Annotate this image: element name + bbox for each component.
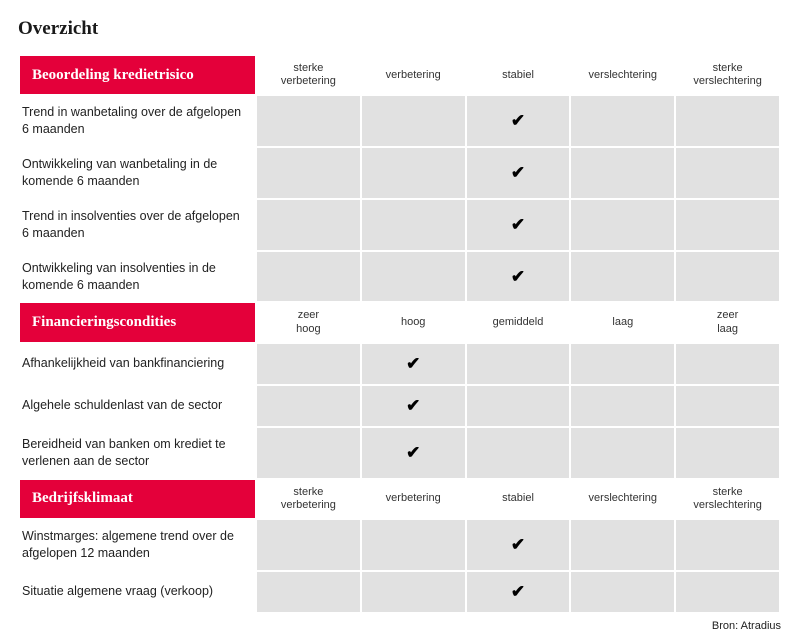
value-cell [362, 572, 465, 612]
column-header: hoog [362, 303, 465, 341]
value-cell [257, 96, 360, 146]
page-title: Overzicht [18, 18, 781, 40]
table-row: Winstmarges: algemene trend over de afge… [20, 520, 779, 570]
value-cell [571, 520, 674, 570]
row-label: Ontwikkeling van wanbetaling in de komen… [20, 148, 255, 198]
value-cell: ✔ [362, 344, 465, 384]
value-cell: ✔ [467, 96, 570, 146]
column-header: stabiel [467, 56, 570, 94]
value-cell [467, 386, 570, 426]
value-cell [257, 252, 360, 302]
value-cell [676, 344, 779, 384]
column-header: zeerlaag [676, 303, 779, 341]
row-label: Algehele schuldenlast van de sector [20, 386, 255, 426]
table-row: Afhankelijkheid van bankfinanciering ✔ [20, 344, 779, 384]
column-header: verslechtering [571, 56, 674, 94]
column-header: sterkeverbetering [257, 56, 360, 94]
value-cell [676, 386, 779, 426]
value-cell [362, 200, 465, 250]
value-cell [362, 520, 465, 570]
table-row: Ontwikkeling van insolventies in de kome… [20, 252, 779, 302]
value-cell: ✔ [467, 200, 570, 250]
column-header: sterkeverslechtering [676, 480, 779, 518]
column-header: stabiel [467, 480, 570, 518]
value-cell [676, 96, 779, 146]
column-header: verbetering [362, 56, 465, 94]
column-header: laag [571, 303, 674, 341]
value-cell [362, 252, 465, 302]
section-header: Beoordeling kredietrisico [20, 56, 255, 94]
section-header: Financieringscondities [20, 303, 255, 341]
value-cell [676, 428, 779, 478]
value-cell [467, 428, 570, 478]
value-cell: ✔ [467, 252, 570, 302]
value-cell [571, 96, 674, 146]
value-cell [676, 148, 779, 198]
value-cell: ✔ [467, 520, 570, 570]
column-header: sterkeverslechtering [676, 56, 779, 94]
table-row: Trend in wanbetaling over de afgelopen 6… [20, 96, 779, 146]
value-cell [571, 148, 674, 198]
value-cell [362, 96, 465, 146]
column-header: gemiddeld [467, 303, 570, 341]
value-cell: ✔ [362, 386, 465, 426]
row-label: Trend in wanbetaling over de afgelopen 6… [20, 96, 255, 146]
value-cell [257, 200, 360, 250]
value-cell [257, 344, 360, 384]
value-cell [257, 148, 360, 198]
table-row: Trend in insolventies over de afgelopen … [20, 200, 779, 250]
section-header: Bedrijfsklimaat [20, 480, 255, 518]
value-cell [571, 252, 674, 302]
source-attribution: Bron: Atradius [18, 620, 781, 632]
value-cell [362, 148, 465, 198]
value-cell [571, 386, 674, 426]
value-cell [676, 520, 779, 570]
row-label: Bereidheid van banken om krediet te verl… [20, 428, 255, 478]
value-cell [257, 572, 360, 612]
value-cell: ✔ [467, 572, 570, 612]
table-row: Algehele schuldenlast van de sector ✔ [20, 386, 779, 426]
row-label: Situatie algemene vraag (verkoop) [20, 572, 255, 612]
value-cell [257, 386, 360, 426]
column-header: verbetering [362, 480, 465, 518]
value-cell [676, 252, 779, 302]
value-cell [571, 344, 674, 384]
row-label: Trend in insolventies over de afgelopen … [20, 200, 255, 250]
value-cell [571, 200, 674, 250]
value-cell: ✔ [467, 148, 570, 198]
table-row: Bereidheid van banken om krediet te verl… [20, 428, 779, 478]
value-cell [257, 428, 360, 478]
table-row: Situatie algemene vraag (verkoop) ✔ [20, 572, 779, 612]
table-row: Ontwikkeling van wanbetaling in de komen… [20, 148, 779, 198]
overview-table: Beoordeling kredietrisicosterkeverbeteri… [18, 54, 781, 614]
column-header: sterkeverbetering [257, 480, 360, 518]
value-cell: ✔ [362, 428, 465, 478]
row-label: Ontwikkeling van insolventies in de kome… [20, 252, 255, 302]
row-label: Afhankelijkheid van bankfinanciering [20, 344, 255, 384]
row-label: Winstmarges: algemene trend over de afge… [20, 520, 255, 570]
column-header: zeerhoog [257, 303, 360, 341]
value-cell [571, 428, 674, 478]
value-cell [676, 200, 779, 250]
value-cell [467, 344, 570, 384]
value-cell [257, 520, 360, 570]
column-header: verslechtering [571, 480, 674, 518]
value-cell [571, 572, 674, 612]
value-cell [676, 572, 779, 612]
